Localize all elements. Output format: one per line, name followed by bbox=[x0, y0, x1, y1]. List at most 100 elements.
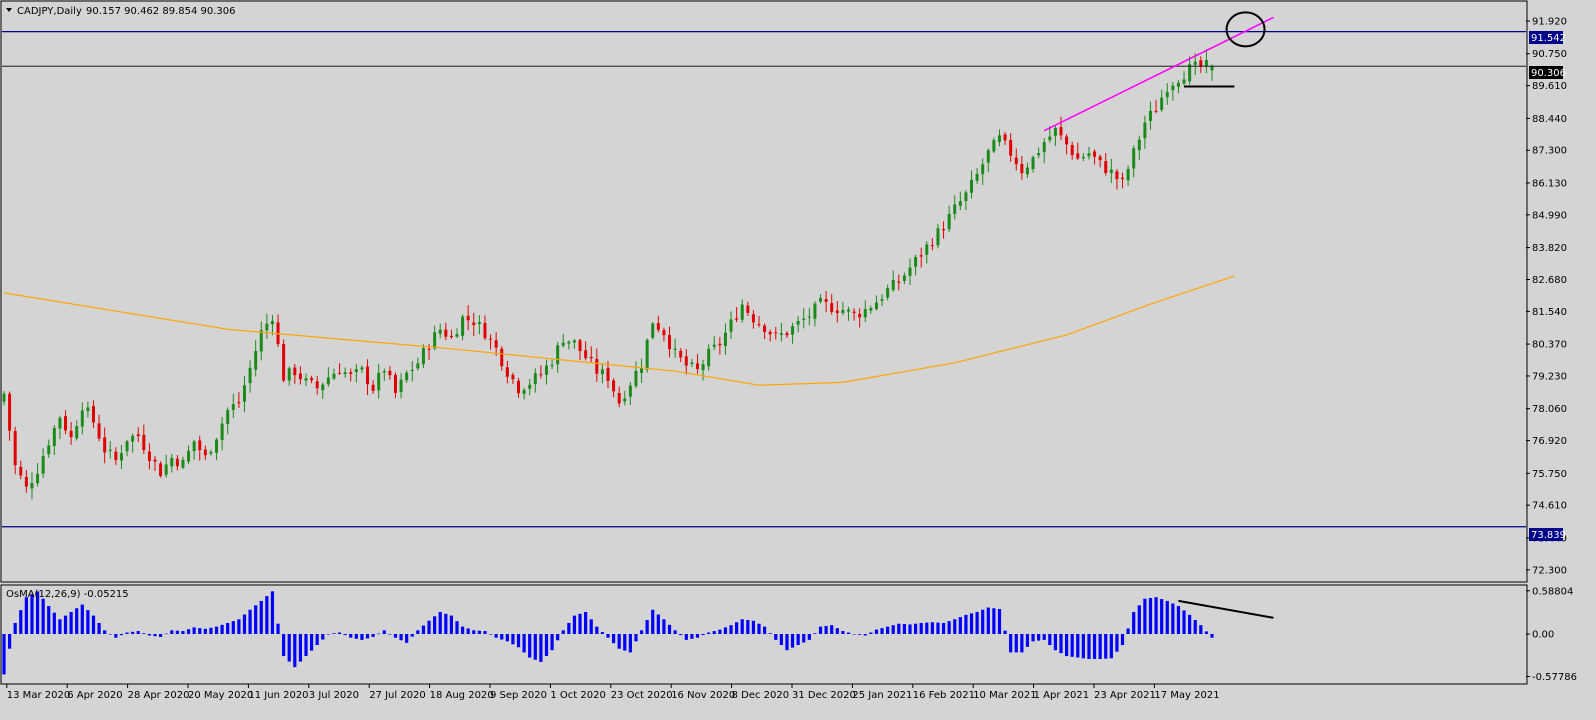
dropdown-triangle-icon[interactable] bbox=[6, 8, 12, 12]
osma-bar bbox=[880, 628, 884, 634]
osma-bar bbox=[690, 634, 694, 639]
circle-annotation bbox=[1225, 11, 1266, 48]
candle-body bbox=[824, 299, 828, 302]
candle-body bbox=[1210, 66, 1214, 71]
osma-bar bbox=[444, 613, 448, 634]
candle-body bbox=[315, 381, 319, 389]
candle-body bbox=[1093, 151, 1097, 157]
osma-bar bbox=[24, 597, 28, 634]
osma-bar bbox=[1160, 599, 1164, 634]
osma-bar bbox=[131, 631, 135, 634]
osma-bar bbox=[75, 608, 79, 634]
date-tick-label: 1 Oct 2020 bbox=[550, 690, 605, 701]
price-tick-label: 87.300 bbox=[1532, 146, 1567, 157]
candle-body bbox=[645, 339, 649, 370]
price-tick-label: 91.920 bbox=[1532, 17, 1567, 28]
osma-bar bbox=[1182, 610, 1186, 634]
osma-bar bbox=[354, 634, 358, 639]
candle-body bbox=[1176, 82, 1180, 87]
candle-body bbox=[651, 323, 655, 338]
candle-body bbox=[24, 476, 28, 487]
osma-bar bbox=[1064, 634, 1069, 657]
candle-body bbox=[690, 362, 694, 364]
support-price-text: 73.839 bbox=[1531, 530, 1566, 541]
osma-bar bbox=[147, 634, 152, 636]
osma-bar bbox=[52, 612, 56, 634]
osma-bar bbox=[181, 631, 185, 634]
osma-bar bbox=[125, 632, 129, 634]
candle-body bbox=[366, 366, 370, 385]
candle-body bbox=[869, 308, 873, 311]
osma-bar bbox=[103, 630, 107, 634]
osma-bar bbox=[584, 611, 588, 634]
osma-bar bbox=[634, 634, 638, 642]
osma-bar bbox=[986, 607, 990, 634]
osma-bar bbox=[483, 631, 487, 634]
candle-body bbox=[433, 332, 437, 349]
candle-body bbox=[489, 338, 493, 340]
candle-body bbox=[1014, 157, 1018, 165]
osma-bar bbox=[259, 600, 263, 634]
osma-bar bbox=[388, 634, 392, 635]
candle-body bbox=[880, 299, 884, 301]
osma-tick-label: 0.58804 bbox=[1532, 586, 1573, 597]
candle-body bbox=[298, 373, 302, 380]
price-tick-label: 82.680 bbox=[1532, 275, 1567, 286]
indicator-layer bbox=[2, 591, 1274, 675]
osma-bar bbox=[511, 634, 515, 645]
osma-bar bbox=[992, 608, 996, 634]
candle-body bbox=[52, 427, 56, 447]
candle-body bbox=[992, 140, 996, 152]
candle-body bbox=[735, 318, 739, 320]
candle-body bbox=[589, 356, 593, 359]
osma-bar bbox=[606, 634, 610, 638]
osma-bar bbox=[460, 626, 465, 634]
osma-bar bbox=[226, 622, 230, 634]
osma-bar bbox=[902, 624, 907, 634]
candle-body bbox=[1098, 156, 1102, 161]
candle-body bbox=[1009, 139, 1013, 156]
candle-body bbox=[1003, 134, 1007, 141]
osma-bar bbox=[1081, 634, 1085, 659]
candle-body bbox=[1199, 60, 1203, 66]
candle-body bbox=[192, 441, 196, 452]
osma-bar bbox=[813, 633, 817, 634]
osma-bar bbox=[645, 620, 649, 634]
osma-bar bbox=[779, 634, 783, 646]
osma-bar bbox=[371, 634, 375, 637]
candle-body bbox=[69, 430, 73, 438]
osma-bar bbox=[153, 634, 157, 637]
candle-body bbox=[8, 393, 12, 431]
candle-body bbox=[874, 302, 878, 310]
candle-body bbox=[304, 378, 308, 381]
candle-body bbox=[947, 213, 951, 230]
candle-body bbox=[382, 371, 386, 373]
candle-body bbox=[265, 323, 269, 331]
osma-bar bbox=[1148, 597, 1153, 634]
osma-bar bbox=[337, 632, 342, 634]
candle-body bbox=[2, 393, 6, 402]
osma-bar bbox=[919, 622, 923, 634]
osma-divergence-line bbox=[1178, 599, 1274, 619]
osma-bar bbox=[662, 619, 666, 634]
candle-body bbox=[1059, 127, 1063, 136]
price-tick-label: 78.060 bbox=[1532, 404, 1567, 415]
candle-body bbox=[181, 459, 185, 468]
osma-bar bbox=[119, 634, 124, 636]
candle-body bbox=[248, 367, 252, 384]
candle-body bbox=[718, 343, 722, 346]
price-tick-label: 75.750 bbox=[1532, 469, 1567, 480]
trendline bbox=[1043, 16, 1274, 132]
candle-body bbox=[522, 390, 526, 394]
osma-bar bbox=[1193, 620, 1197, 634]
osma-bar bbox=[1098, 634, 1102, 659]
current-price-text: 90.306 bbox=[1531, 68, 1566, 79]
candle-body bbox=[1193, 61, 1197, 65]
candle-body bbox=[405, 372, 409, 381]
osma-bar bbox=[30, 594, 34, 634]
candle-body bbox=[830, 303, 834, 312]
osma-bar bbox=[80, 604, 84, 634]
osma-bar bbox=[589, 619, 593, 634]
candle-body bbox=[970, 179, 974, 193]
candle-body bbox=[175, 458, 179, 467]
